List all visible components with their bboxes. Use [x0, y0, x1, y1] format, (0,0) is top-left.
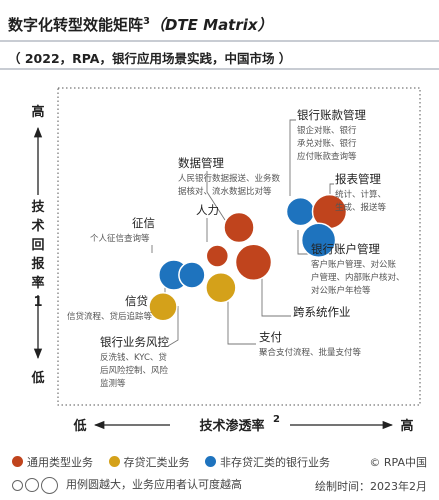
label-desc-fengkong: 监测等 [100, 378, 126, 389]
legend: 通用类型业务 存贷汇类业务 非存贷汇类的银行业务 © RPA中国 用例圆越大，业… [0, 450, 439, 500]
label-name-renli: 人力 [196, 203, 219, 217]
label-name-baobiao: 报表管理 [335, 172, 381, 186]
title-text: 数字化转型效能矩阵 [8, 16, 144, 34]
label-desc-baobiao: 统计、计算、 [335, 189, 386, 200]
label-desc-baobiao: 生成、报送等 [335, 202, 387, 213]
label-desc-shuju: 人民银行数据报送、业务数 [178, 173, 281, 184]
bubble-zhangkuan [285, 196, 316, 227]
y-axis-title-char: 1 [33, 295, 42, 310]
legend-deposit-label: 存贷汇类业务 [123, 456, 190, 469]
title-english: （DTE Matrix） [149, 16, 273, 34]
label-desc-zhangkuan: 应付账款查询等 [297, 151, 357, 162]
label-desc-zhifu: 聚合支付流程、批量支付等 [259, 347, 362, 358]
label-name-zhengxin: 征信 [132, 216, 155, 230]
label-desc-zhanghu: 对公账户年检等 [311, 285, 371, 296]
legend-non-deposit: 非存贷汇类的银行业务 [205, 456, 330, 469]
label-name-shuju: 数据管理 [178, 156, 224, 170]
x-axis-high-label: 高 [400, 418, 413, 434]
leader-shuju [206, 171, 226, 221]
y-axis-title-char: 技 [31, 199, 45, 215]
label-desc-fengkong: 后风险控制、风险 [100, 365, 169, 376]
legend-general-dot [12, 456, 23, 467]
y-axis-title-char: 回 [31, 238, 44, 253]
legend-non-deposit-dot [205, 456, 216, 467]
label-name-zhanghu: 银行账户管理 [311, 242, 380, 256]
draw-date: 绘制时间：2023年2月 [315, 480, 427, 493]
title-divider [0, 40, 439, 42]
copyright: © RPA中国 [369, 456, 427, 469]
leader-zhangkuan [289, 119, 296, 196]
legend-deposit-dot [108, 456, 120, 467]
y-axis-title-char: 术 [30, 218, 44, 234]
size-note: 用例圆越大，业务应用者认可度越高 [66, 478, 242, 491]
label-name-fengkong: 银行业务风控 [100, 335, 169, 349]
label-layer: 数据管理人民银行数据报送、业务数据核对、流水数据比对等人力征信个人征信查询等信贷… [67, 108, 405, 389]
size-ring-small [12, 479, 23, 491]
title-superscript: 3 [143, 16, 150, 27]
size-note-row: 用例圆越大，业务应用者认可度越高 [12, 476, 242, 494]
legend-row: 通用类型业务 存贷汇类业务 非存贷汇类的银行业务 [12, 454, 330, 470]
label-desc-zhangkuan: 银企对账、银行 [297, 125, 357, 136]
legend-deposit: 存贷汇类业务 [108, 456, 190, 469]
legend-general-label: 通用类型业务 [27, 456, 93, 469]
label-desc-fengkong: 反洗钱、KYC、贷 [100, 352, 167, 363]
size-ring-large [41, 476, 58, 494]
label-name-kuaxitong: 跨系统作业 [293, 305, 351, 319]
bubble-fengkong [178, 261, 206, 289]
y-axis-title-char: 报 [31, 257, 45, 272]
bubble-zhanghu [300, 222, 337, 258]
bubble-layer [148, 193, 348, 322]
label-desc-zhanghu: 户管理、内部账户核对、 [311, 272, 405, 283]
x-axis-title-superscript: 2 [273, 414, 280, 425]
bubble-kuaxitong [234, 243, 273, 282]
bubble-renli [205, 244, 230, 268]
plot-frame [57, 87, 421, 406]
leader-zhanghu [297, 230, 309, 255]
label-desc-daizhan: 信贷流程、贷后追踪等 [67, 311, 153, 322]
label-desc-zhanghu: 客户账户管理、对公账 [311, 259, 397, 270]
label-desc-zhengxin: 个人征信查询等 [90, 233, 150, 244]
label-name-zhangkuan: 银行账款管理 [297, 108, 366, 122]
leader-fengkong [167, 306, 179, 347]
label-name-zhifu: 支付 [259, 330, 282, 344]
bubble-shuju [223, 211, 255, 244]
x-axis-low-label: 低 [72, 418, 86, 434]
bubble-daizhan [148, 291, 178, 322]
legend-non-deposit-label: 非存贷汇类的银行业务 [220, 456, 330, 469]
y-axis-high-label: 高 [31, 104, 44, 120]
y-axis-title-char: 率 [31, 275, 44, 291]
subtitle-divider [0, 68, 439, 70]
page-subtitle: （ 2022，RPA，银行应用场景实践，中国市场 ） [8, 51, 292, 66]
label-name-daizhan: 信贷 [125, 294, 148, 308]
legend-general: 通用类型业务 [12, 456, 93, 469]
page-title: 数字化转型效能矩阵3（DTE Matrix） [8, 14, 273, 35]
y-axis-low-label: 低 [30, 370, 44, 386]
size-ring-medium [25, 478, 39, 492]
label-desc-shuju: 据核对、流水数据比对等 [178, 186, 272, 197]
label-desc-zhangkuan: 承兑对账、银行 [297, 138, 357, 149]
x-axis-title: 技术渗透率 [199, 418, 264, 434]
bubble-zhifu [205, 271, 237, 304]
